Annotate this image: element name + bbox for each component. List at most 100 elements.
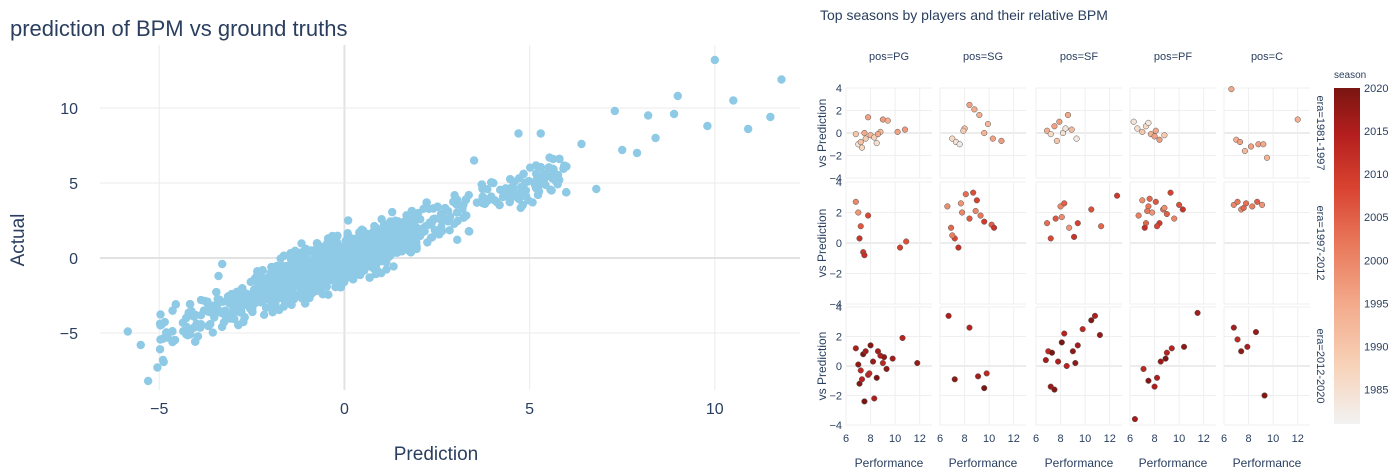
scatter-point [153, 363, 162, 372]
facet-y-tick-label: −2 [829, 391, 842, 403]
scatter-point [222, 310, 232, 319]
scatter-point [519, 169, 528, 179]
facet-point [889, 355, 896, 362]
scatter-point [268, 267, 277, 277]
facet-y-tick-label: 0 [836, 361, 842, 373]
facet-point [976, 111, 983, 119]
scatter-point [274, 305, 284, 315]
facet-point [852, 198, 859, 205]
facet-point [1163, 210, 1170, 218]
facet-point [884, 117, 891, 124]
scatter-point [229, 314, 239, 324]
facet-panel [1035, 306, 1122, 426]
facet-y-tick-label: 4 [836, 177, 842, 189]
scatter-point [412, 244, 421, 254]
facet-point [1167, 189, 1174, 196]
scatter-point [377, 234, 386, 243]
facet-x-tick-label: 12 [914, 433, 926, 445]
scatter-point [332, 242, 342, 251]
scatter-point [450, 190, 459, 200]
facet-point [1144, 207, 1151, 215]
colorbar: season 1985 1990 1995 2000 2005 2010 2015 2020 [1334, 70, 1388, 424]
scatter-point [158, 355, 168, 365]
scatter-point [185, 299, 195, 309]
scatter-point [777, 75, 786, 84]
facet-panel [845, 306, 932, 426]
facet-panel [1035, 87, 1122, 179]
colorbar-tick-label: 1990 [1364, 341, 1388, 353]
colorbar-tick-label: 2015 [1364, 126, 1388, 138]
facet-point [1244, 343, 1251, 350]
facet-point [1145, 119, 1152, 126]
facet-point [1153, 374, 1161, 381]
facet-point [966, 215, 973, 222]
scatter-point [330, 253, 340, 262]
scatter-point [508, 182, 517, 192]
facet-point [857, 367, 864, 374]
facet-point [1151, 133, 1158, 140]
facet-y-tick-label: 4 [836, 83, 842, 95]
facet-x-tick-label: 10 [1267, 433, 1279, 445]
facet-point [945, 312, 952, 319]
facet-x-tick-label: 6 [1127, 433, 1133, 445]
facet-point [1236, 138, 1244, 146]
facet-point [1047, 131, 1054, 138]
facet-point [966, 101, 973, 108]
facet-point [957, 200, 964, 207]
scatter-point [373, 241, 383, 251]
facet-grid: pos=PG pos=SG pos=SF pos=PF pos=C era=1981-19… [815, 51, 1326, 470]
scatter-point [301, 254, 311, 264]
facet-point [975, 373, 982, 380]
facet-panel [845, 181, 932, 305]
scatter-point [419, 204, 428, 214]
scatter-point [156, 310, 165, 319]
facet-x-tick-label: 8 [1058, 433, 1064, 445]
facet-point [1249, 203, 1256, 210]
facet-point [1139, 128, 1146, 135]
facet-point [856, 235, 863, 242]
scatter-point [555, 154, 564, 164]
scatter-point [389, 262, 398, 271]
facet-point [861, 252, 868, 259]
scatter-point [669, 109, 679, 119]
left-x-tick-label: 5 [525, 401, 534, 418]
facet-point [855, 209, 862, 216]
scatter-point [232, 287, 242, 297]
scatter-point [310, 265, 319, 274]
facet-panel [939, 181, 1026, 305]
scatter-point [342, 250, 351, 260]
facet-point [1079, 326, 1086, 333]
facet-point [1091, 312, 1099, 319]
scatter-point [258, 285, 268, 295]
scatter-point [268, 307, 277, 317]
scatter-point [203, 297, 212, 306]
facet-point [981, 218, 988, 225]
scatter-point [461, 211, 471, 220]
facet-point [1074, 342, 1081, 349]
scatter-point [426, 218, 436, 227]
scatter-point [204, 321, 213, 331]
facet-x-tick-label: 6 [1033, 433, 1039, 445]
scatter-point [531, 183, 541, 193]
scatter-point [123, 327, 132, 336]
facet-point [903, 238, 910, 245]
facet-point [879, 360, 886, 367]
scatter-point [536, 129, 545, 138]
facet-point [1051, 123, 1058, 130]
facet-y-axis-label: vs Prediction [815, 332, 829, 401]
facet-panel [939, 87, 1026, 179]
scatter-point [212, 287, 221, 297]
facet-point [1088, 317, 1095, 324]
scatter-point [469, 156, 479, 165]
scatter-point [202, 306, 211, 315]
scatter-point [386, 237, 396, 246]
scatter-point [242, 292, 251, 301]
facet-point [998, 137, 1005, 144]
scatter-point [272, 261, 282, 271]
facet-point [977, 212, 984, 219]
scatter-point [618, 145, 627, 155]
scatter-point [477, 180, 487, 189]
facet-point [1088, 206, 1095, 213]
facet-point [1176, 201, 1183, 208]
left-x-tick-label: 10 [706, 401, 724, 418]
